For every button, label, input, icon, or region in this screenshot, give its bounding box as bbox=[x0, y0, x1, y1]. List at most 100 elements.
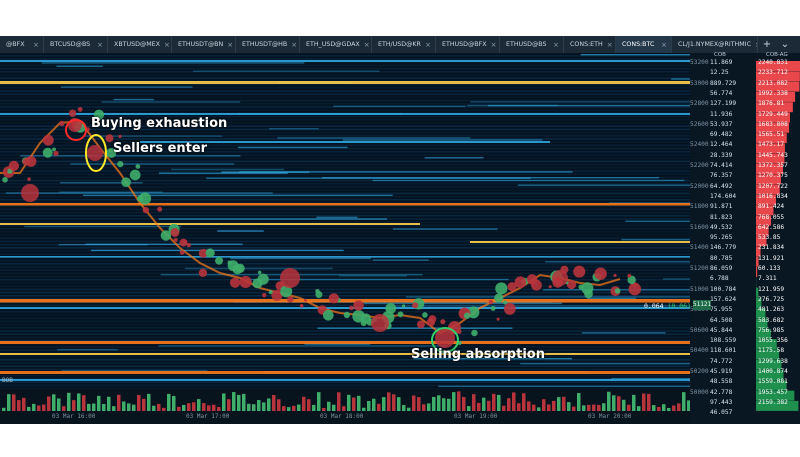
cob-ag-value: 1207.722 bbox=[758, 183, 788, 190]
liquidity-line bbox=[0, 84, 690, 86]
tab-close-icon[interactable]: × bbox=[607, 41, 613, 49]
tab-4[interactable]: ETHUSDT@HB × bbox=[236, 36, 300, 53]
trade-bubble bbox=[515, 276, 527, 288]
volume-bar bbox=[522, 393, 526, 411]
cob-ag-value: 1992.338 bbox=[758, 90, 788, 97]
price-tick: 50400 bbox=[690, 347, 709, 354]
cob-ag-value: 1683.808 bbox=[758, 121, 788, 128]
price-axis-panel: COB COB-AG 53200 53000 52800 52600 52400 5220… bbox=[690, 53, 800, 424]
liquidity-line bbox=[587, 298, 636, 299]
liquidity-line bbox=[671, 78, 690, 79]
liquidity-line bbox=[114, 99, 154, 100]
price-tick: 51800 bbox=[690, 203, 709, 210]
tab-1[interactable]: BTCUSD@BS × bbox=[44, 36, 108, 53]
tab-close-icon[interactable]: × bbox=[227, 41, 233, 49]
liquidity-line bbox=[406, 296, 690, 297]
volume-bar bbox=[147, 394, 151, 411]
tab-3[interactable]: ETHUSDT@BN × bbox=[172, 36, 236, 53]
trade-bubble bbox=[199, 269, 207, 277]
tab-7[interactable]: ETHUSD@BFX × bbox=[436, 36, 500, 53]
liquidity-line bbox=[70, 163, 234, 164]
price-tick: 52800 bbox=[690, 100, 709, 107]
trade-bubble bbox=[491, 306, 496, 311]
tab-5[interactable]: ETH_USD@GDAX × bbox=[300, 36, 372, 53]
tab-close-icon[interactable]: × bbox=[661, 41, 667, 49]
trade-bubble bbox=[594, 268, 606, 280]
tab-close-icon[interactable]: × bbox=[291, 41, 297, 49]
cob-value: 28.339 bbox=[710, 152, 732, 159]
liquidity-line bbox=[0, 228, 690, 230]
volume-bar bbox=[357, 396, 361, 411]
liquidity-line bbox=[61, 86, 193, 87]
volume-bar bbox=[427, 403, 431, 411]
liquidity-line bbox=[0, 68, 690, 70]
liquidity-level bbox=[0, 341, 690, 344]
liquidity-line bbox=[0, 58, 690, 60]
tab-6[interactable]: ETH/USD@KR × bbox=[372, 36, 436, 53]
tab-close-icon[interactable]: × bbox=[364, 41, 370, 49]
liquidity-line bbox=[101, 101, 240, 102]
liquidity-line bbox=[0, 161, 690, 163]
liquidity-line bbox=[277, 137, 470, 138]
volume-bar bbox=[647, 394, 651, 411]
volume-bar bbox=[267, 398, 271, 411]
cob-value: 74.414 bbox=[710, 162, 732, 169]
tab-label: CONS:ETH bbox=[570, 41, 603, 48]
trade-bubble bbox=[323, 310, 334, 321]
volume-bar bbox=[257, 400, 261, 411]
tab-8[interactable]: ETHUSD@BS × bbox=[500, 36, 564, 53]
tab-close-icon[interactable]: × bbox=[491, 41, 497, 49]
volume-bar bbox=[72, 400, 76, 411]
cob-ag-value: 1445.743 bbox=[758, 152, 788, 159]
liquidity-line bbox=[520, 363, 690, 364]
order-book-heatmap[interactable] bbox=[0, 53, 690, 389]
volume-bar bbox=[12, 394, 16, 411]
volume-bar bbox=[497, 395, 501, 411]
cob-ag-column-header: COB-AG bbox=[766, 52, 788, 58]
tab-close-icon[interactable]: × bbox=[553, 41, 559, 49]
tab-2[interactable]: XBTUSD@MEX × bbox=[108, 36, 172, 53]
trade-bubble bbox=[179, 239, 187, 247]
liquidity-level bbox=[0, 223, 420, 225]
cob-value: 53.937 bbox=[710, 121, 732, 128]
tab-11[interactable]: CL/J1.NYMEX@RITHMIC × bbox=[672, 36, 758, 53]
trade-bubble bbox=[258, 271, 262, 275]
cob-value: 100.784 bbox=[710, 286, 736, 293]
liquidity-line bbox=[159, 345, 448, 346]
trade-bubble bbox=[269, 290, 273, 294]
liquidity-line bbox=[238, 147, 348, 148]
cob-ag-value: 533.85 bbox=[758, 234, 780, 241]
add-tab-button[interactable]: + bbox=[758, 36, 776, 53]
current-price-value: 0.064 bbox=[644, 302, 664, 310]
tab-menu-chevron-icon[interactable]: ⌄ bbox=[776, 36, 794, 53]
liquidity-line bbox=[206, 178, 531, 179]
trade-bubble bbox=[280, 268, 300, 288]
liquidity-line bbox=[317, 327, 512, 328]
tab-close-icon[interactable]: × bbox=[33, 41, 39, 49]
trade-bubble bbox=[497, 318, 500, 321]
volume-bar bbox=[682, 392, 686, 411]
tab-9[interactable]: CONS:ETH × bbox=[564, 36, 616, 53]
volume-bar bbox=[567, 402, 571, 411]
tab-close-icon[interactable]: × bbox=[97, 41, 103, 49]
trade-bubble bbox=[371, 314, 389, 332]
liquidity-line bbox=[0, 205, 690, 207]
trade-bubble bbox=[21, 184, 39, 202]
cob-ag-value: 583.682 bbox=[758, 317, 784, 324]
cob-value: 81.823 bbox=[710, 214, 732, 221]
tab-0[interactable]: @BFX × bbox=[0, 36, 44, 53]
liquidity-level bbox=[0, 203, 690, 206]
volume-bar bbox=[392, 394, 396, 411]
liquidity-line bbox=[0, 253, 690, 255]
trade-bubble bbox=[161, 230, 172, 241]
tab-close-icon[interactable]: × bbox=[164, 41, 170, 49]
trade-bubble bbox=[2, 177, 8, 183]
liquidity-line bbox=[56, 66, 102, 67]
tab-close-icon[interactable]: × bbox=[425, 41, 431, 49]
trade-bubble bbox=[187, 243, 191, 247]
volume-bar bbox=[22, 398, 26, 411]
tab-10[interactable]: CONS:BTC × bbox=[616, 36, 672, 53]
cob-value: 12.25 bbox=[710, 69, 729, 76]
liquidity-line bbox=[0, 381, 690, 383]
volume-bar bbox=[662, 404, 666, 411]
